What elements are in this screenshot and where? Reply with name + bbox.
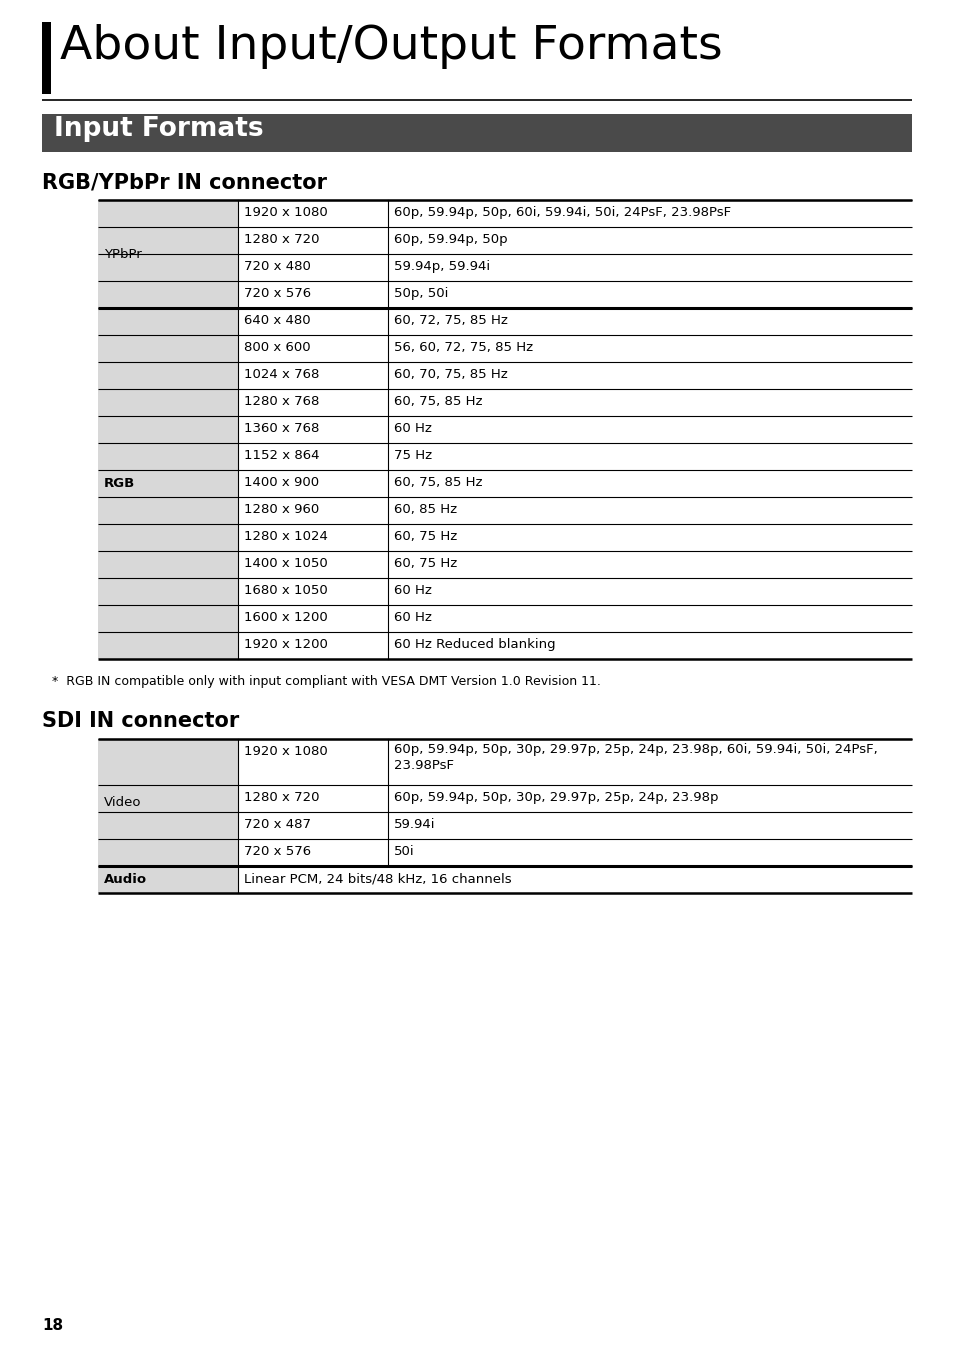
Text: 1280 x 768: 1280 x 768 [244, 395, 319, 408]
Text: 60 Hz: 60 Hz [394, 611, 432, 624]
Text: 1920 x 1080: 1920 x 1080 [244, 206, 328, 219]
Text: 59.94i: 59.94i [394, 818, 435, 831]
Text: 60p, 59.94p, 50p, 30p, 29.97p, 25p, 24p, 23.98p: 60p, 59.94p, 50p, 30p, 29.97p, 25p, 24p,… [394, 791, 718, 804]
Text: RGB: RGB [104, 477, 135, 490]
Text: 18: 18 [42, 1317, 63, 1332]
Text: Linear PCM, 24 bits/48 kHz, 16 channels: Linear PCM, 24 bits/48 kHz, 16 channels [244, 872, 511, 886]
Bar [98, 739, 237, 894]
Text: 1920 x 1080: 1920 x 1080 [244, 745, 328, 758]
Text: RGB/YPbPr IN connector: RGB/YPbPr IN connector [42, 172, 327, 192]
Text: 60, 75 Hz: 60, 75 Hz [394, 556, 456, 570]
Text: About Input/Output Formats: About Input/Output Formats [60, 24, 721, 69]
Text: 23.98PsF: 23.98PsF [394, 760, 454, 772]
Text: YPbPr: YPbPr [104, 248, 142, 260]
Text: 1280 x 720: 1280 x 720 [244, 233, 319, 246]
Text: 720 x 487: 720 x 487 [244, 818, 311, 831]
Text: 1400 x 1050: 1400 x 1050 [244, 556, 328, 570]
Text: 60, 70, 75, 85 Hz: 60, 70, 75, 85 Hz [394, 368, 507, 380]
Text: SDI IN connector: SDI IN connector [42, 711, 239, 731]
Text: Video: Video [104, 796, 141, 808]
Text: 60, 75, 85 Hz: 60, 75, 85 Hz [394, 477, 482, 489]
Text: 1280 x 720: 1280 x 720 [244, 791, 319, 804]
Text: 720 x 576: 720 x 576 [244, 287, 311, 301]
Text: *  RGB IN compatible only with input compliant with VESA DMT Version 1.0 Revisio: * RGB IN compatible only with input comp… [52, 676, 600, 688]
Text: 60 Hz Reduced blanking: 60 Hz Reduced blanking [394, 638, 555, 651]
Bar [42, 114, 911, 152]
Text: 1152 x 864: 1152 x 864 [244, 450, 319, 462]
Text: Input Formats: Input Formats [54, 116, 263, 142]
Text: 720 x 480: 720 x 480 [244, 260, 311, 274]
Text: 1600 x 1200: 1600 x 1200 [244, 611, 328, 624]
Text: 60, 75, 85 Hz: 60, 75, 85 Hz [394, 395, 482, 408]
Text: 60p, 59.94p, 50p: 60p, 59.94p, 50p [394, 233, 507, 246]
Bar [98, 200, 237, 659]
Text: 60 Hz: 60 Hz [394, 584, 432, 597]
Text: 640 x 480: 640 x 480 [244, 314, 311, 328]
Text: 720 x 576: 720 x 576 [244, 845, 311, 858]
Text: Audio: Audio [104, 873, 147, 886]
Text: 60p, 59.94p, 50p, 30p, 29.97p, 25p, 24p, 23.98p, 60i, 59.94i, 50i, 24PsF,: 60p, 59.94p, 50p, 30p, 29.97p, 25p, 24p,… [394, 743, 877, 756]
Text: 1024 x 768: 1024 x 768 [244, 368, 319, 380]
Text: 60, 85 Hz: 60, 85 Hz [394, 502, 456, 516]
Text: 1280 x 960: 1280 x 960 [244, 502, 319, 516]
Text: 75 Hz: 75 Hz [394, 450, 432, 462]
Text: 50p, 50i: 50p, 50i [394, 287, 448, 301]
Text: 1920 x 1200: 1920 x 1200 [244, 638, 328, 651]
Text: 1280 x 1024: 1280 x 1024 [244, 529, 328, 543]
Text: 1400 x 900: 1400 x 900 [244, 477, 319, 489]
Text: 60, 75 Hz: 60, 75 Hz [394, 529, 456, 543]
Text: 1360 x 768: 1360 x 768 [244, 422, 319, 435]
Text: 800 x 600: 800 x 600 [244, 341, 311, 353]
Text: 50i: 50i [394, 845, 415, 858]
Bar [42, 22, 51, 93]
Text: 59.94p, 59.94i: 59.94p, 59.94i [394, 260, 490, 274]
Text: 56, 60, 72, 75, 85 Hz: 56, 60, 72, 75, 85 Hz [394, 341, 533, 353]
Text: 60, 72, 75, 85 Hz: 60, 72, 75, 85 Hz [394, 314, 507, 328]
Text: 60 Hz: 60 Hz [394, 422, 432, 435]
Text: 60p, 59.94p, 50p, 60i, 59.94i, 50i, 24PsF, 23.98PsF: 60p, 59.94p, 50p, 60i, 59.94i, 50i, 24Ps… [394, 206, 730, 219]
Text: 1680 x 1050: 1680 x 1050 [244, 584, 328, 597]
